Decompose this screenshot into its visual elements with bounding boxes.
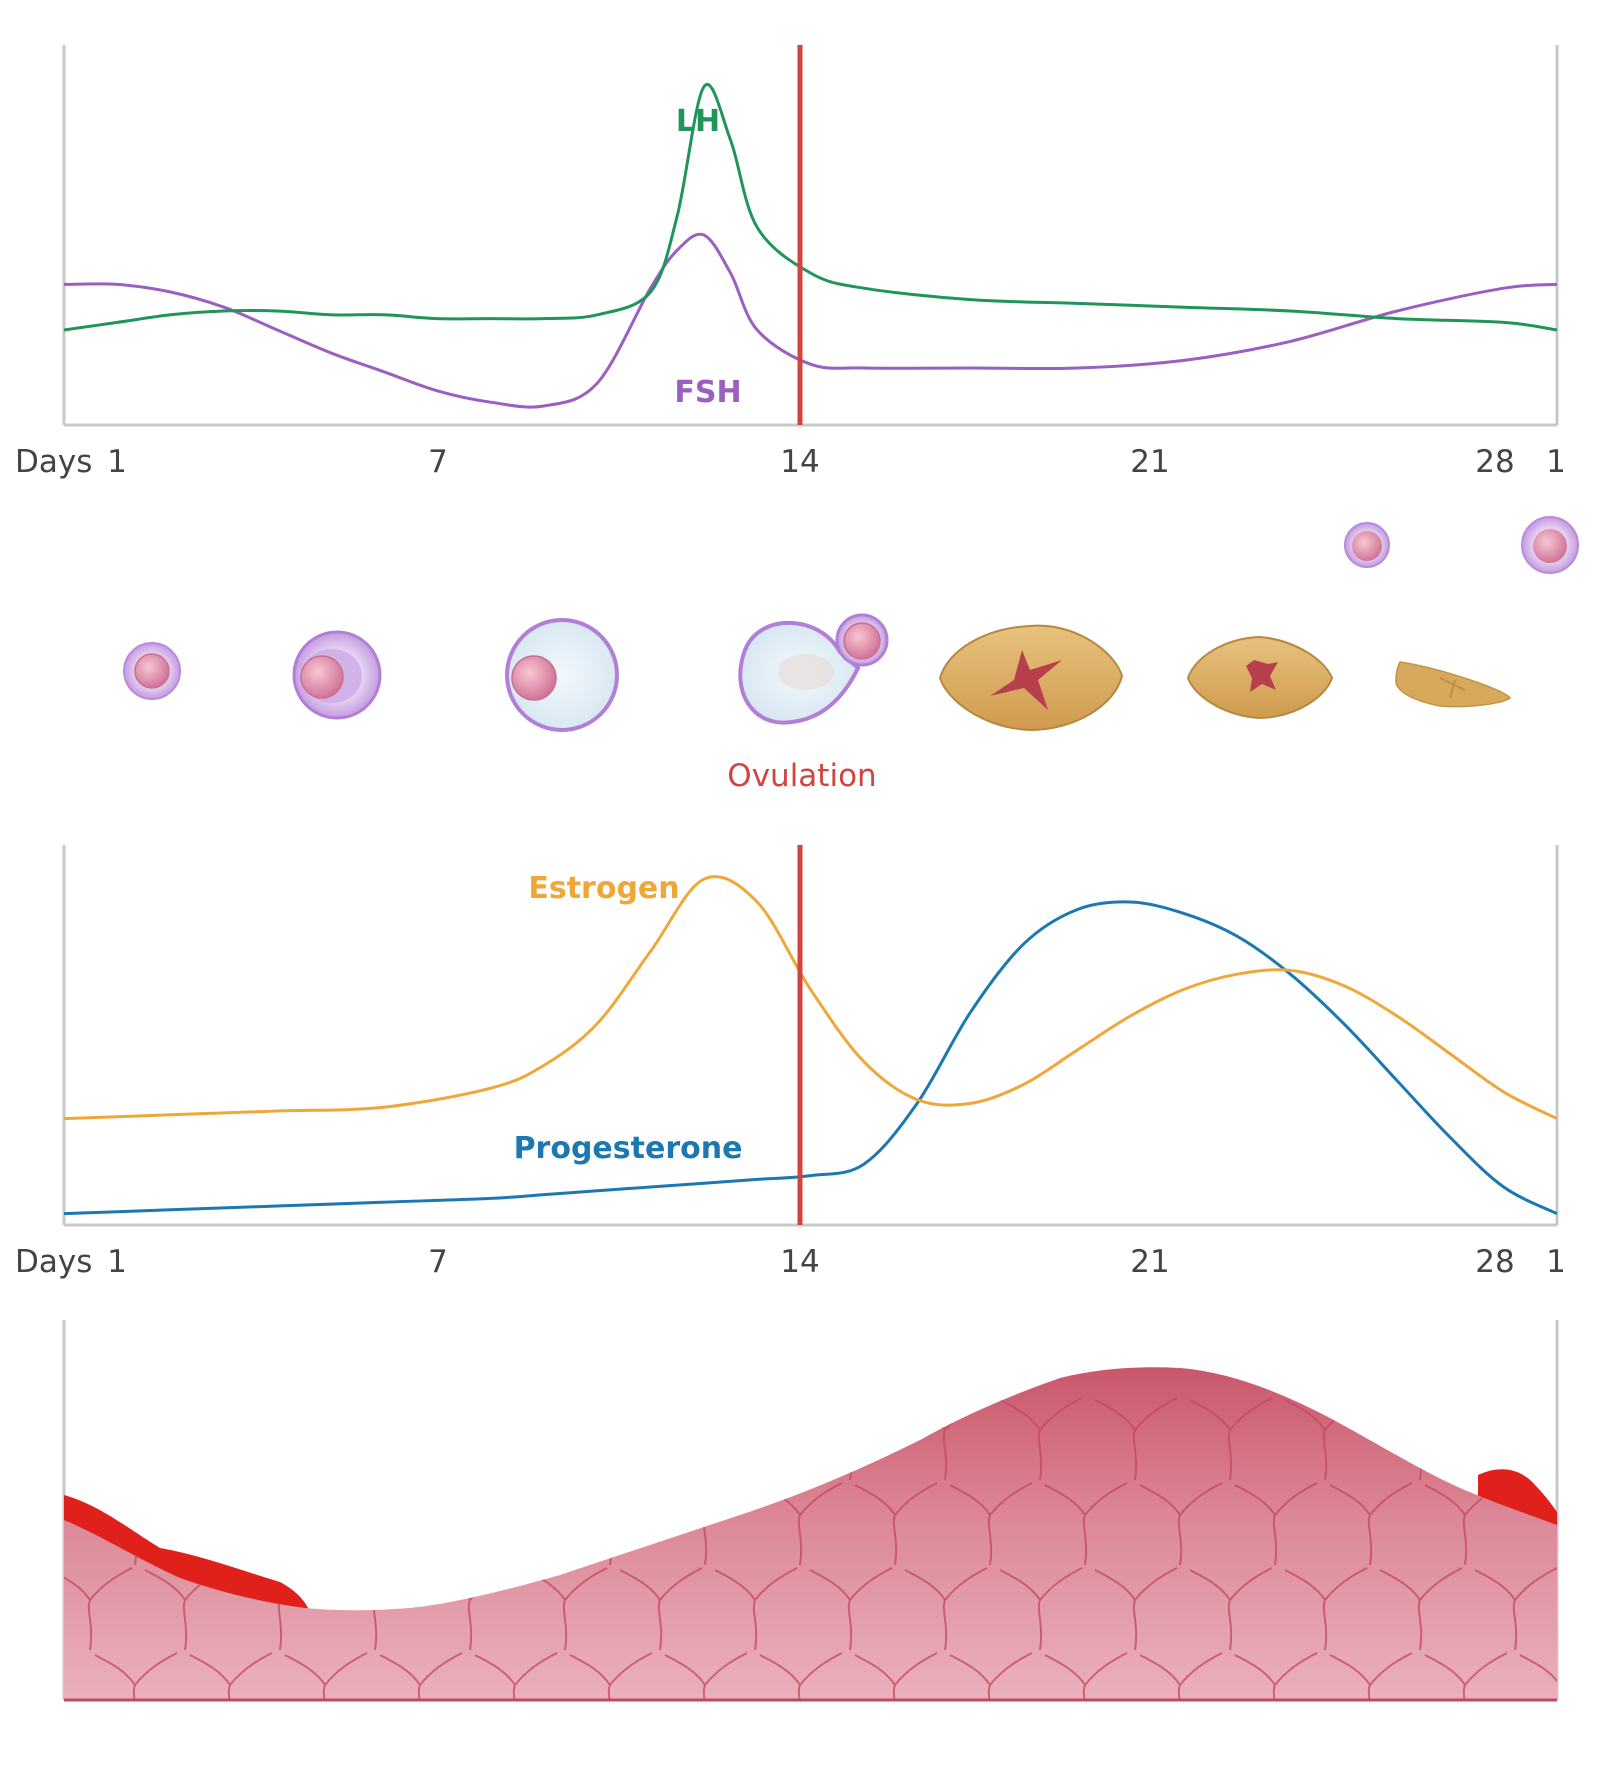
tick-day-1: 1 <box>107 444 127 480</box>
vessel-branch <box>854 1652 938 1700</box>
tick-day-14: 14 <box>780 1244 819 1280</box>
tick-day-21: 21 <box>1130 1244 1169 1280</box>
vessel-branch <box>1189 1397 1273 1481</box>
ovarian-cycle-stages: Ovulation <box>123 516 1579 794</box>
vessel-branch <box>1329 1652 1413 1700</box>
vessel-branch <box>1139 1482 1223 1566</box>
endometrium-panel <box>62 1320 1559 1702</box>
tick-day-1: 1 <box>107 1244 127 1280</box>
primary-follicle <box>292 630 382 720</box>
tick-day-21: 21 <box>1130 444 1169 480</box>
progesterone-label: Progesterone <box>514 1131 743 1166</box>
ovarian-hormone-chart: Estrogen Progesterone Days 1 7 14 21 28 … <box>15 845 1566 1280</box>
released-egg-day-28 <box>1521 516 1579 574</box>
vessel-branch <box>949 1482 1033 1566</box>
lh-label: LH <box>676 104 720 139</box>
vessel-branch <box>1234 1652 1318 1700</box>
ovulating-follicle <box>738 613 889 725</box>
x-axis-ticks: Days 1 7 14 21 28 1 <box>15 444 1566 480</box>
tick-day-7: 7 <box>428 1244 448 1280</box>
vessel-branch <box>429 1397 513 1481</box>
vessel-branch <box>239 1397 323 1481</box>
fsh-line <box>63 232 1558 409</box>
vessel-branch <box>1474 1567 1557 1651</box>
corpus-albicans <box>1395 661 1512 708</box>
vessel-branch <box>904 1567 988 1651</box>
gonadotropin-chart: LH FSH Days 1 7 14 21 28 1 <box>15 45 1566 480</box>
vessel-branch <box>619 1567 703 1651</box>
estrogen-label: Estrogen <box>528 871 679 906</box>
vessel-branch <box>664 1652 748 1700</box>
vessel-branch <box>64 1397 133 1481</box>
vessel-branch <box>809 1567 893 1651</box>
axis-title-days: Days <box>15 1244 92 1280</box>
progesterone-line <box>63 900 1558 1216</box>
vessel-branch <box>1329 1482 1413 1566</box>
vessel-branch <box>474 1482 558 1566</box>
vessel-branch <box>94 1652 178 1700</box>
vessel-branch <box>999 1567 1083 1651</box>
vessel-branch <box>714 1397 798 1481</box>
vessel-branch <box>1424 1652 1508 1700</box>
vessel-branch <box>379 1652 463 1700</box>
vessel-branch <box>1094 1397 1178 1481</box>
vessel-branch <box>759 1652 843 1700</box>
vessel-branch <box>284 1482 368 1566</box>
estrogen-line <box>63 875 1558 1121</box>
vessel-branch <box>1284 1567 1368 1651</box>
vessel-branch <box>474 1652 558 1700</box>
tick-day-7: 7 <box>428 444 448 480</box>
vessel-branch <box>999 1397 1083 1481</box>
vessel-branch <box>1044 1652 1128 1700</box>
vessel-branch <box>1094 1567 1178 1651</box>
fsh-label: FSH <box>674 375 741 410</box>
tick-day-28: 28 <box>1475 1244 1514 1280</box>
vessel-branch <box>189 1652 273 1700</box>
vessel-branch <box>854 1482 938 1566</box>
vessel-branch <box>1379 1567 1463 1651</box>
vessel-branch <box>1139 1652 1223 1700</box>
vessel-branch <box>619 1397 703 1481</box>
tick-day-1-next: 1 <box>1546 444 1566 480</box>
vessel-branch <box>284 1652 368 1700</box>
vessel-branch <box>524 1397 608 1481</box>
endometrial-lining <box>64 1367 1557 1700</box>
lh-line <box>63 83 1558 332</box>
released-egg-day-25 <box>1344 522 1390 568</box>
corpus-luteum <box>938 624 1124 732</box>
vessel-branch <box>1474 1397 1557 1481</box>
vessel-branch <box>714 1567 798 1651</box>
secondary-follicle <box>505 618 619 732</box>
x-axis-ticks: Days 1 7 14 21 28 1 <box>15 1244 1566 1280</box>
vessel-branch <box>569 1652 653 1700</box>
vessel-branch <box>189 1482 273 1566</box>
regressing-corpus-luteum <box>1186 635 1334 720</box>
vessel-branch <box>334 1397 418 1481</box>
vessel-branch <box>379 1482 463 1566</box>
tick-day-1-next: 1 <box>1546 1244 1566 1280</box>
vessel-branch <box>144 1397 228 1481</box>
tick-day-28: 28 <box>1475 444 1514 480</box>
vessel-branch <box>1234 1482 1318 1566</box>
vessel-branch <box>1189 1567 1273 1651</box>
axis-title-days: Days <box>15 444 92 480</box>
vessel-branch <box>1044 1482 1128 1566</box>
vessel-branch <box>64 1567 133 1651</box>
vessel-branch <box>949 1652 1033 1700</box>
primordial-follicle <box>123 642 181 700</box>
vessel-branch <box>1519 1652 1557 1700</box>
ovulation-label: Ovulation <box>727 758 876 794</box>
tick-day-14: 14 <box>780 444 819 480</box>
